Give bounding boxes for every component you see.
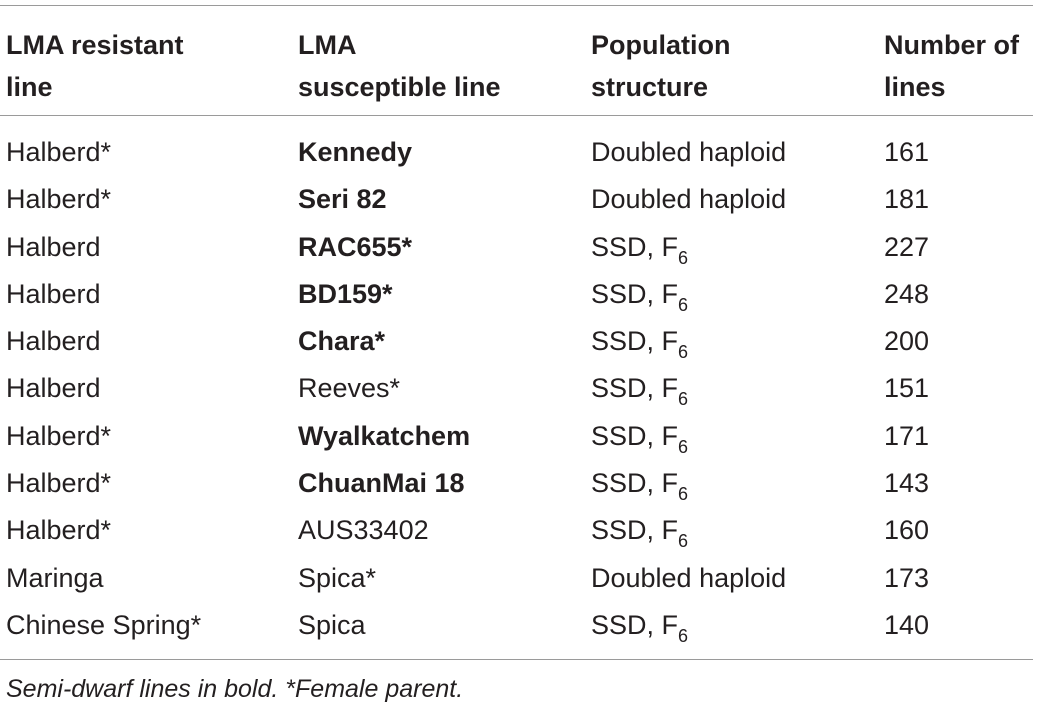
table-row: Halberd Chara* SSD, F6 200	[0, 318, 1033, 365]
cell-susceptible-line: BD159*	[298, 278, 393, 309]
table-row: Halberd BD159* SSD, F6 248	[0, 271, 1033, 318]
cell-resistant-line: Maringa	[6, 562, 104, 593]
cell-resistant-line: Halberd*	[6, 420, 112, 451]
cell-susceptible-line: Spica*	[298, 562, 377, 593]
table-row: Halberd Reeves* SSD, F6 151	[0, 365, 1033, 412]
table-bottom-rule	[0, 659, 1033, 660]
header-population-structure: Population structure	[591, 30, 731, 102]
cell-population-structure: SSD, F6	[591, 365, 688, 415]
cell-number-of-lines: 171	[884, 420, 930, 451]
cell-susceptible-line: Seri 82	[298, 184, 387, 215]
cell-number-of-lines: 248	[884, 278, 930, 309]
population-structure-text: Doubled haploid	[591, 137, 787, 167]
cell-number-of-lines: 151	[884, 373, 930, 404]
cell-population-structure: SSD, F6	[591, 602, 688, 652]
table-row: Halberd* Kennedy Doubled haploid 161	[0, 129, 1033, 176]
cell-resistant-line: Halberd	[6, 326, 101, 357]
cell-resistant-line: Halberd	[6, 231, 101, 262]
population-structure-text: SSD, F	[591, 515, 679, 546]
cell-number-of-lines: 181	[884, 184, 930, 215]
cell-population-structure: Doubled haploid	[591, 129, 786, 176]
population-structure-text: SSD, F	[591, 468, 679, 499]
cell-resistant-line: Halberd	[6, 278, 101, 309]
header-lma-susceptible-line: LMA susceptible line	[298, 30, 501, 102]
cell-susceptible-line: Spica	[298, 609, 366, 640]
cell-population-structure: SSD, F6	[591, 271, 688, 321]
generation-subscript: 6	[678, 342, 689, 363]
cell-population-structure: Doubled haploid	[591, 176, 786, 223]
cell-resistant-line: Halberd*	[6, 515, 112, 546]
cell-population-structure: SSD, F6	[591, 224, 688, 274]
cell-resistant-line: Halberd*	[6, 137, 112, 167]
table-row: Halberd* AUS33402 SSD, F6 160	[0, 507, 1033, 554]
cell-number-of-lines: 160	[884, 515, 930, 546]
cell-population-structure: SSD, F6	[591, 507, 688, 557]
population-structure-text: SSD, F	[591, 420, 679, 451]
header-divider-rule	[0, 115, 1033, 116]
table-top-rule	[0, 5, 1033, 6]
cell-number-of-lines: 161	[884, 137, 930, 167]
cell-resistant-line: Chinese Spring*	[6, 609, 202, 640]
header-number-of-lines: Number of lines	[884, 30, 1019, 102]
cell-susceptible-line: Kennedy	[298, 137, 413, 167]
table-row: Maringa Spica* Doubled haploid 173	[0, 555, 1033, 602]
cell-susceptible-line: Reeves*	[298, 373, 401, 404]
generation-subscript: 6	[678, 531, 689, 552]
generation-subscript: 6	[678, 625, 689, 646]
table-header: LMA resistant line LMA susceptible line …	[0, 24, 1033, 104]
cell-number-of-lines: 143	[884, 468, 930, 499]
population-structure-text: SSD, F	[591, 278, 679, 309]
cell-number-of-lines: 173	[884, 562, 930, 593]
header-lma-resistant-line: LMA resistant line	[6, 30, 184, 102]
table-body: Halberd* Kennedy Doubled haploid 161 Halberd…	[0, 129, 1033, 649]
population-structure-text: Doubled haploid	[591, 184, 787, 215]
cell-number-of-lines: 227	[884, 231, 930, 262]
cell-susceptible-line: ChuanMai 18	[298, 468, 465, 499]
table-row: Halberd RAC655* SSD, F6 227	[0, 224, 1033, 271]
generation-subscript: 6	[678, 294, 689, 315]
generation-subscript: 6	[678, 484, 689, 505]
cell-resistant-line: Halberd*	[6, 468, 112, 499]
population-structure-text: SSD, F	[591, 326, 679, 357]
table-row: Chinese Spring* Spica SSD, F6 140	[0, 602, 1033, 649]
cell-resistant-line: Halberd	[6, 373, 101, 404]
cell-number-of-lines: 200	[884, 326, 930, 357]
cell-population-structure: SSD, F6	[591, 460, 688, 510]
cell-population-structure: Doubled haploid	[591, 555, 786, 602]
table-row: Halberd* ChuanMai 18 SSD, F6 143	[0, 460, 1033, 507]
table-row: Halberd* Wyalkatchem SSD, F6 171	[0, 413, 1033, 460]
population-structure-text: SSD, F	[591, 373, 679, 404]
table-footnote: Semi-dwarf lines in bold. *Female parent…	[6, 675, 464, 703]
cell-susceptible-line: Chara*	[298, 326, 386, 357]
population-structure-text: SSD, F	[591, 231, 679, 262]
generation-subscript: 6	[678, 389, 689, 410]
cell-population-structure: SSD, F6	[591, 318, 688, 368]
generation-subscript: 6	[678, 247, 689, 268]
cell-resistant-line: Halberd*	[6, 184, 112, 215]
cell-number-of-lines: 140	[884, 609, 930, 640]
population-structure-text: Doubled haploid	[591, 562, 787, 593]
cell-population-structure: SSD, F6	[591, 413, 688, 463]
table-row: Halberd* Seri 82 Doubled haploid 181	[0, 176, 1033, 223]
cell-susceptible-line: RAC655*	[298, 231, 413, 262]
cell-susceptible-line: Wyalkatchem	[298, 420, 471, 451]
generation-subscript: 6	[678, 436, 689, 457]
population-structure-text: SSD, F	[591, 609, 679, 640]
cell-susceptible-line: AUS33402	[298, 515, 429, 546]
